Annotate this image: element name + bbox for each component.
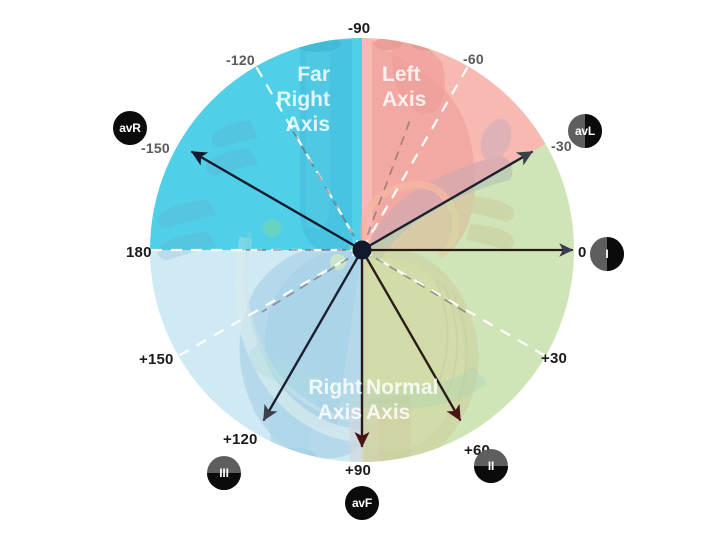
lead-marker-iii[interactable]: III bbox=[207, 456, 241, 490]
lead-label-iii: III bbox=[219, 466, 229, 480]
lead-marker-ii[interactable]: II bbox=[474, 449, 508, 483]
lead-label-ii: II bbox=[487, 459, 495, 473]
lead-ii-black-half bbox=[474, 466, 508, 483]
deg-label-plus-30: +30 bbox=[541, 350, 568, 367]
lead-marker-avl[interactable]: avL bbox=[568, 114, 602, 148]
dash-plus-150 bbox=[177, 249, 363, 357]
lead-label-i: I bbox=[605, 247, 609, 261]
lead-label-avr: avR bbox=[119, 121, 141, 135]
vector-iii-plus-120 bbox=[262, 248, 364, 421]
lead-label-avf: avF bbox=[351, 496, 373, 510]
vector-avr-minus-150 bbox=[191, 150, 364, 252]
lead-marker-i[interactable]: I bbox=[590, 237, 624, 271]
dash-plus-30 bbox=[361, 249, 547, 357]
deg-label-minus-120: -120 bbox=[226, 52, 255, 68]
dash-minus-60 bbox=[361, 65, 469, 251]
origin-hub bbox=[352, 240, 372, 260]
boundary-dashed-spokes bbox=[150, 65, 547, 357]
vector-avl-minus-30 bbox=[360, 150, 533, 252]
deg-label-plus-120: +120 bbox=[223, 431, 258, 448]
lead-i-black-half bbox=[607, 237, 624, 271]
deg-label-minus-60: -60 bbox=[463, 51, 484, 67]
lead-iii-black-half bbox=[207, 473, 241, 490]
lead-marker-avf[interactable]: avF bbox=[345, 486, 379, 520]
deg-label-plus-150: +150 bbox=[139, 351, 174, 368]
lead-vector-arrows bbox=[191, 150, 574, 448]
deg-label-plus-90: +90 bbox=[345, 462, 372, 479]
deg-label-180: 180 bbox=[126, 244, 152, 261]
lead-label-avl: avL bbox=[574, 124, 596, 138]
vector-ii-plus-60 bbox=[360, 248, 462, 421]
deg-label-minus-30: -30 bbox=[551, 138, 572, 154]
deg-label-minus-150: -150 bbox=[141, 140, 170, 156]
lead-avl-black-half bbox=[585, 114, 602, 148]
deg-label-0: 0 bbox=[578, 244, 587, 261]
dash-minus-120 bbox=[255, 65, 363, 251]
lead-marker-avr[interactable]: avR bbox=[113, 111, 147, 145]
quadrant-tint-overlay bbox=[150, 38, 574, 462]
deg-label-minus-90: -90 bbox=[348, 20, 371, 37]
